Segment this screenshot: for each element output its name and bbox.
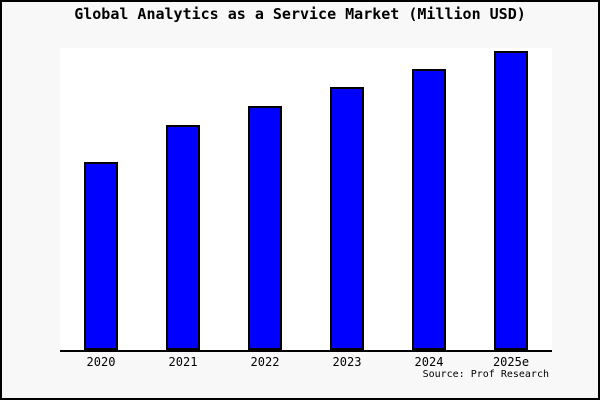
bar-2025e xyxy=(494,51,528,350)
x-tick-label-2024: 2024 xyxy=(414,355,444,369)
chart-title: Global Analytics as a Service Market (Mi… xyxy=(74,5,526,23)
bar-2022 xyxy=(248,106,282,350)
x-tick-label-2021: 2021 xyxy=(168,355,198,369)
bar-2020 xyxy=(84,162,118,350)
x-tick-label-2023: 2023 xyxy=(332,355,362,369)
x-tick-label-2022: 2022 xyxy=(250,355,280,369)
bar-2021 xyxy=(166,125,200,350)
x-tick-label-2025e: 2025e xyxy=(492,355,530,369)
source-label: Source: Prof Research xyxy=(422,369,549,380)
x-axis-labels: 2020 2021 2022 2023 2024 2025e xyxy=(60,355,552,370)
x-tick-label-2020: 2020 xyxy=(86,355,116,369)
bar-2023 xyxy=(330,87,364,350)
bar-2024 xyxy=(412,69,446,350)
plot-area xyxy=(60,48,552,352)
